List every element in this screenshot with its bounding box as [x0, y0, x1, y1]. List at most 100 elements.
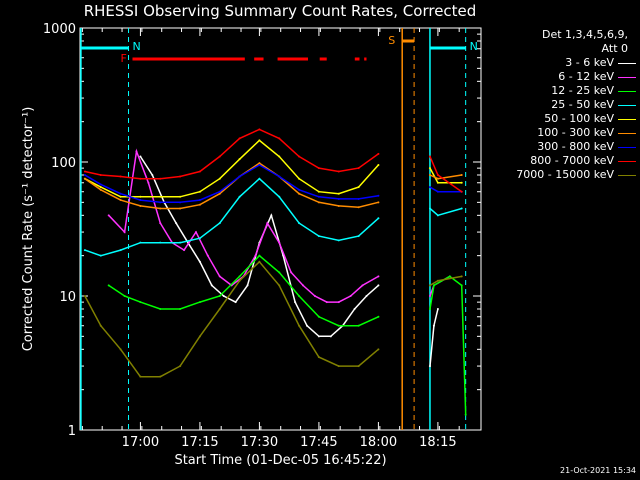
legend-item: 100 - 300 keV: [480, 126, 636, 140]
data-point: [123, 295, 126, 297]
data-point: [139, 204, 142, 207]
data-point: [432, 284, 435, 287]
data-point: [357, 186, 360, 189]
data-point: [460, 190, 463, 193]
data-point: [123, 231, 126, 234]
legend-swatch: [618, 118, 636, 120]
legend-swatch: [618, 90, 636, 92]
data-point: [460, 275, 463, 278]
data-point: [119, 199, 122, 202]
data-point: [317, 201, 320, 204]
data-point: [139, 177, 142, 180]
data-point: [436, 279, 439, 282]
data-point: [258, 163, 261, 166]
data-point: [159, 375, 162, 378]
legend-swatch: [618, 62, 636, 64]
legend-swatch: [618, 160, 636, 162]
data-point: [357, 324, 360, 327]
data-point: [258, 162, 261, 165]
legend-label: 7000 - 15000 keV: [516, 168, 614, 181]
timestamp: 21-Oct-2021 15:34: [560, 466, 636, 475]
data-point: [428, 173, 431, 176]
flare-marker-label: F: [120, 52, 126, 65]
data-point: [337, 197, 340, 200]
y-tick-label: 1: [68, 424, 76, 439]
data-point: [107, 214, 110, 217]
data-point: [306, 324, 309, 327]
post-gap-series-line: [429, 207, 462, 217]
saa-marker-label: S: [388, 34, 395, 47]
x-tick-label: 17:00: [122, 435, 159, 450]
data-point: [428, 295, 431, 297]
data-point: [218, 155, 221, 158]
data-point: [298, 222, 301, 225]
data-point: [159, 201, 162, 204]
data-point: [353, 307, 356, 310]
data-point: [246, 284, 249, 287]
data-point: [290, 271, 293, 274]
data-point: [238, 137, 241, 140]
data-point: [198, 260, 201, 263]
legend-header-1: Det 1,3,4,5,6,9,: [541, 28, 628, 41]
data-point: [238, 158, 241, 161]
data-point: [428, 365, 431, 368]
data-point: [99, 186, 102, 189]
y-axis-label: Corrected Count Rate (s⁻¹ detector⁻¹): [21, 107, 36, 352]
data-point: [357, 206, 360, 209]
data-point: [179, 195, 182, 198]
legend-label: 25 - 50 keV: [551, 98, 614, 111]
series-line: [84, 260, 379, 378]
data-point: [436, 190, 439, 193]
legend-swatch: [618, 146, 636, 148]
data-point: [119, 195, 122, 198]
data-point: [428, 186, 431, 189]
data-point: [258, 128, 261, 131]
data-point: [119, 348, 122, 351]
legend-header-2: Att 0: [601, 42, 628, 55]
data-point: [278, 155, 281, 158]
legend-swatch: [618, 132, 636, 134]
data-point: [179, 207, 182, 210]
data-point: [278, 271, 281, 274]
data-point: [436, 307, 439, 310]
data-point: [428, 167, 431, 170]
data-point: [159, 222, 162, 225]
data-point: [139, 241, 142, 244]
data-point: [357, 167, 360, 170]
data-point: [298, 177, 301, 180]
data-point: [83, 170, 86, 173]
data-point: [210, 284, 213, 287]
data-point: [294, 301, 297, 304]
data-point: [119, 192, 122, 195]
data-point: [298, 295, 301, 297]
data-point: [337, 301, 340, 304]
legend-item: 7000 - 15000 keV: [480, 168, 636, 182]
data-point: [460, 207, 463, 210]
night-marker-label: N: [470, 40, 478, 53]
data-point: [436, 181, 439, 184]
data-point: [317, 356, 320, 359]
data-point: [278, 175, 281, 178]
data-point: [139, 195, 142, 198]
data-point: [222, 295, 225, 297]
legend-label: 3 - 6 keV: [565, 56, 614, 69]
legend-item: 12 - 25 keV: [480, 84, 636, 98]
series-line: [84, 164, 379, 204]
data-point: [151, 173, 154, 176]
data-point: [147, 181, 150, 184]
data-point: [119, 175, 122, 178]
data-point: [298, 155, 301, 158]
data-point: [198, 199, 201, 202]
data-point: [377, 348, 380, 351]
series-line: [84, 177, 379, 257]
x-tick-label: 17:15: [181, 435, 218, 450]
data-point: [198, 190, 201, 193]
data-point: [179, 307, 182, 310]
data-point: [464, 413, 467, 416]
legend-item: 6 - 12 keV: [480, 70, 636, 84]
data-point: [179, 241, 182, 244]
data-point: [317, 235, 320, 238]
data-point: [460, 181, 463, 184]
data-point: [436, 214, 439, 217]
